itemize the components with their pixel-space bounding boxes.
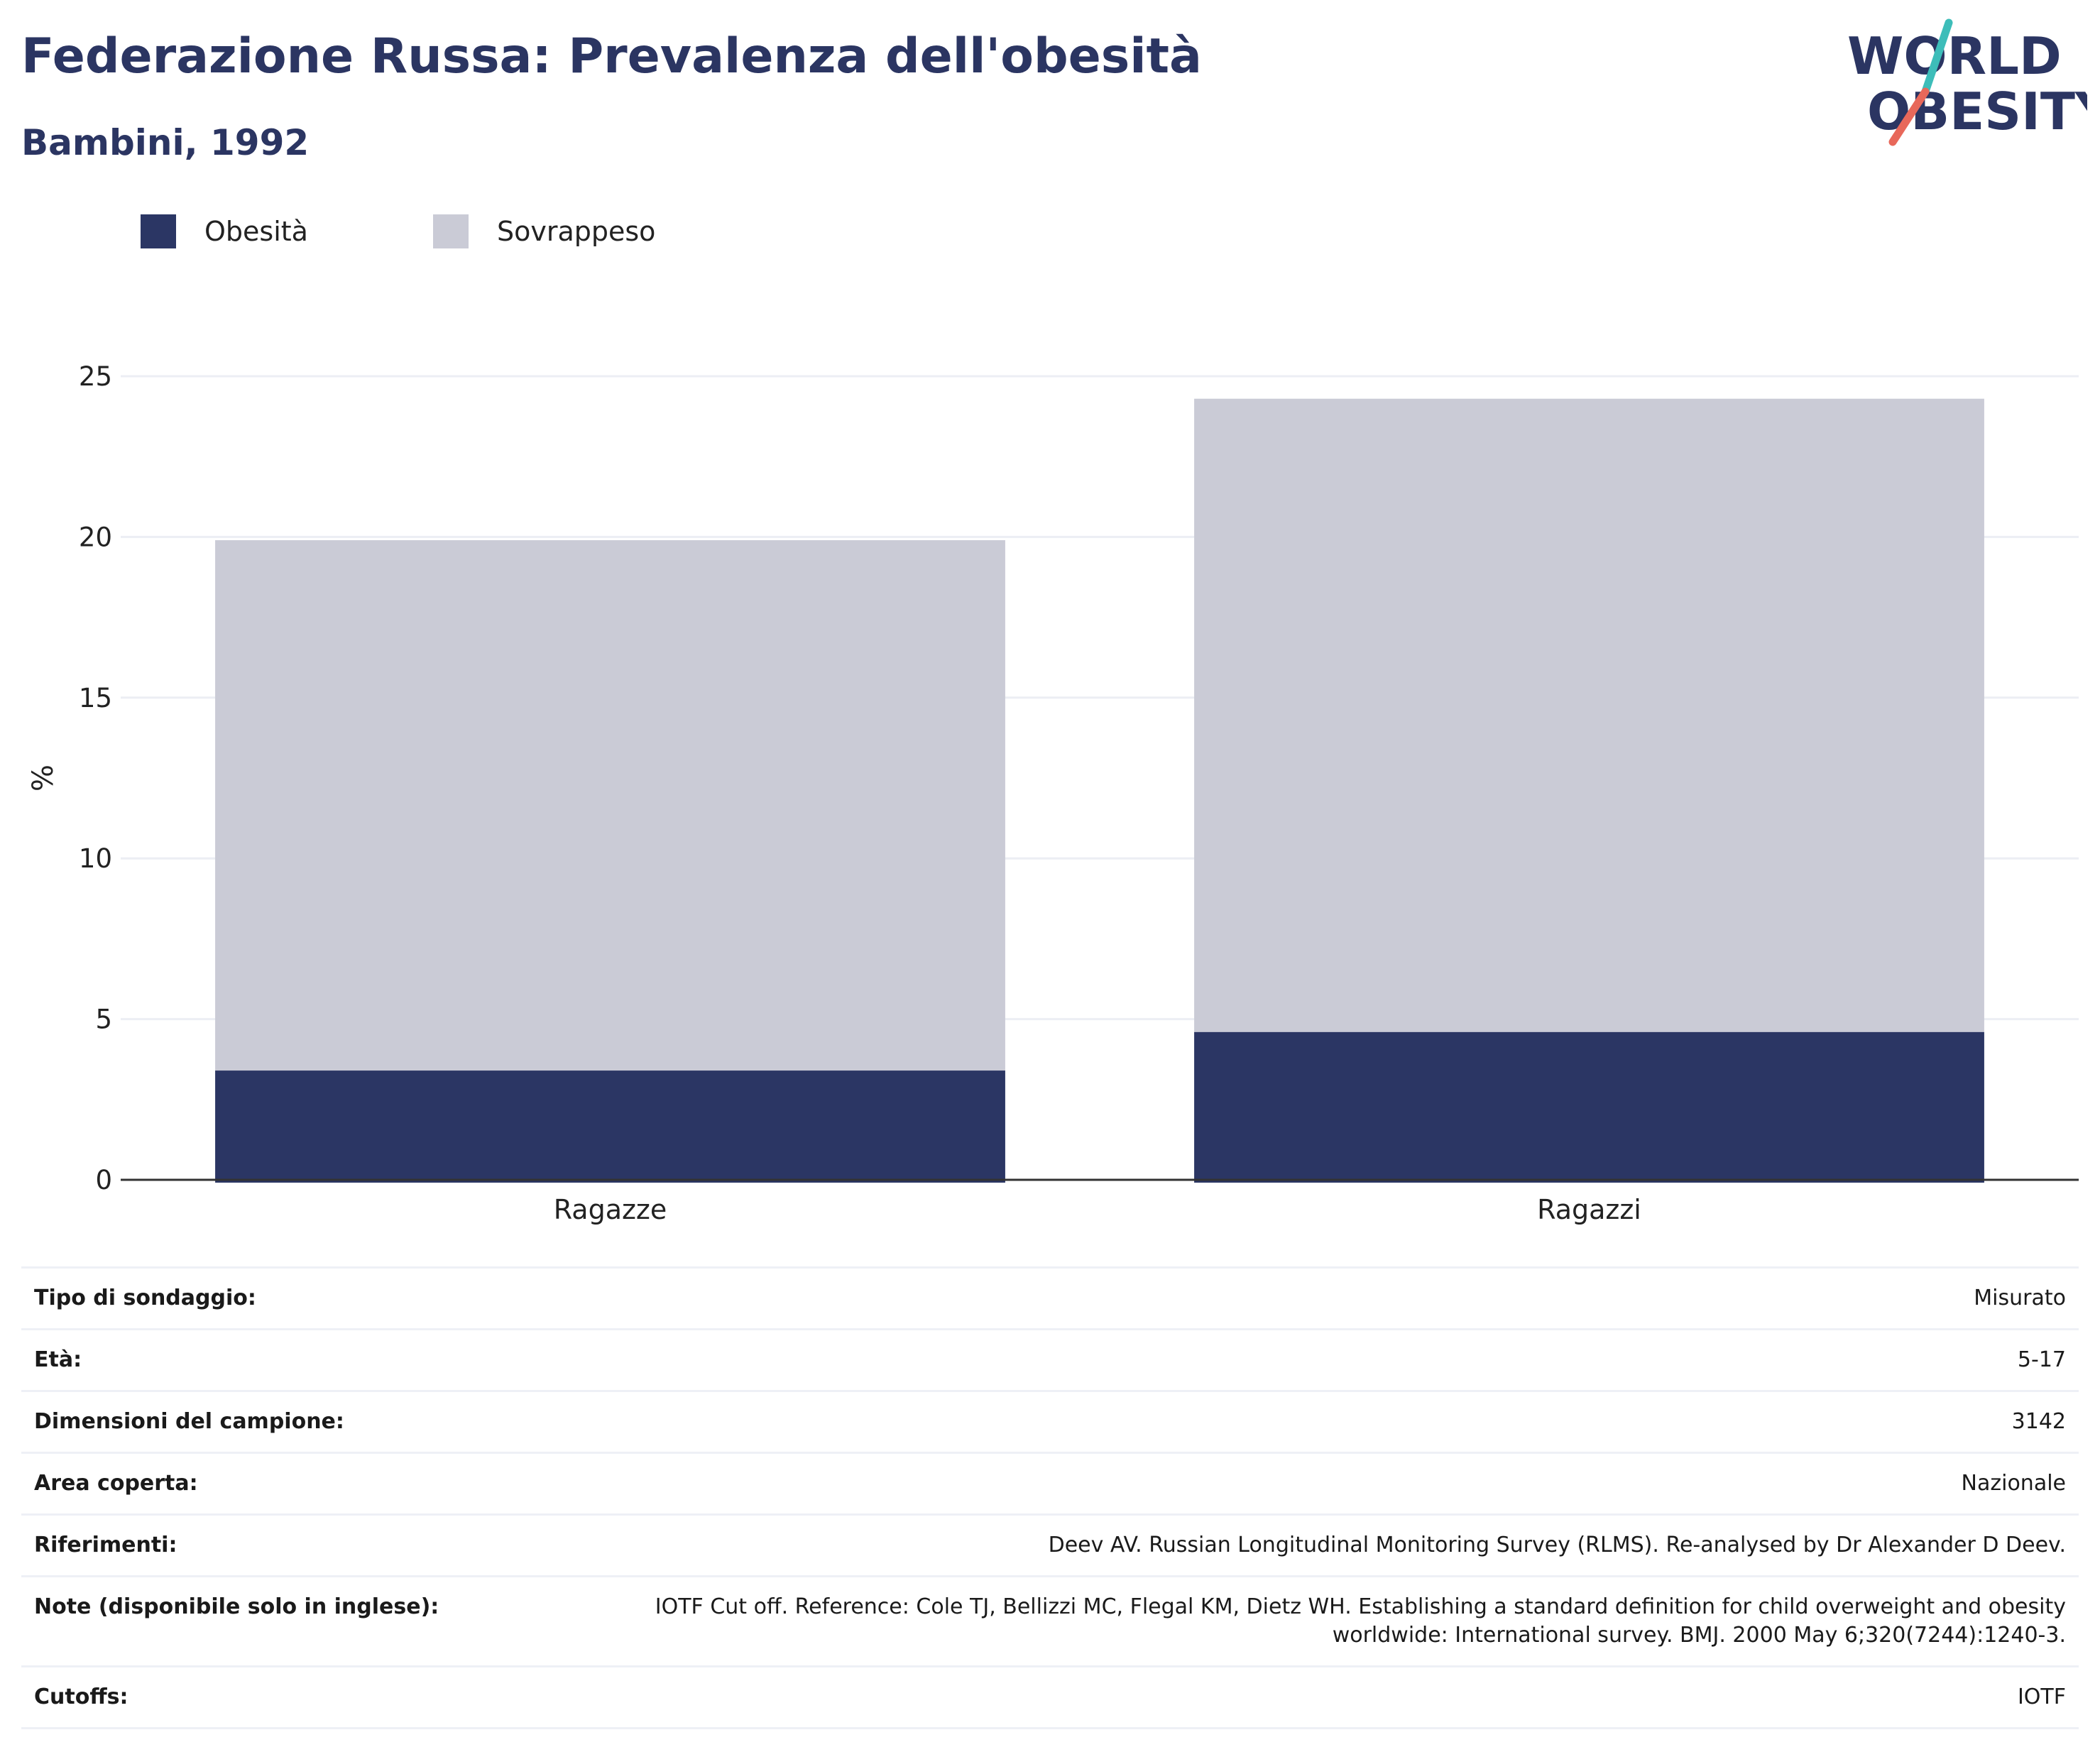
bar-overweight-ragazzi [1194, 398, 1984, 1032]
legend-label-overweight: Sovrappeso [497, 216, 656, 247]
survey-info-table: Tipo di sondaggio: Misurato Età: 5-17 Di… [21, 1266, 2079, 1729]
info-value-references: Deev AV. Russian Longitudinal Monitoring… [558, 1513, 2079, 1577]
x-category-label-ragazzi: Ragazzi [1537, 1194, 1641, 1225]
logo-slash-teal [1921, 18, 1953, 96]
logo-slash-coral [1888, 87, 1930, 146]
info-value-notes: IOTF Cut off. Reference: Cole TJ, Belliz… [558, 1575, 2079, 1667]
legend-swatch-obesity [141, 214, 176, 248]
legend-label-obesity: Obesità [204, 216, 308, 247]
info-row-sample-size: Dimensioni del campione: 3142 [21, 1390, 2079, 1453]
y-tick-label-15: 15 [79, 683, 112, 713]
y-tick-label-20: 20 [79, 522, 112, 552]
chart-title: Federazione Russa: Prevalenza dell'obesi… [21, 28, 1202, 84]
info-value-survey-type: Misurato [558, 1266, 2079, 1330]
chart-subtitle: Bambini, 1992 [21, 122, 310, 163]
info-key-age: Età: [21, 1328, 558, 1391]
x-category-label-ragazze: Ragazze [554, 1194, 667, 1225]
y-tick-label-0: 0 [95, 1165, 112, 1195]
info-row-cutoffs: Cutoffs: IOTF [21, 1665, 2079, 1729]
info-key-area-covered: Area coperta: [21, 1452, 558, 1515]
bar-overweight-ragazze [215, 540, 1005, 1071]
info-value-area-covered: Nazionale [558, 1452, 2079, 1515]
bar-obesity-ragazze [215, 1070, 1005, 1183]
info-row-age: Età: 5-17 [21, 1328, 2079, 1391]
y-tick-label-10: 10 [79, 843, 112, 874]
stacked-bar-chart: 0 5 10 15 20 25 Ragazze Ragazzi% [0, 298, 2100, 1249]
info-row-survey-type: Tipo di sondaggio: Misurato [21, 1266, 2079, 1330]
y-axis-title: % [27, 765, 60, 792]
info-key-survey-type: Tipo di sondaggio: [21, 1266, 558, 1330]
legend-swatch-overweight [433, 214, 469, 248]
info-value-cutoffs: IOTF [558, 1665, 2079, 1729]
world-obesity-logo: WORLD OBESITY [1847, 18, 2087, 146]
info-value-age: 5-17 [558, 1328, 2079, 1391]
logo-text-world: WORLD [1847, 26, 2062, 86]
info-value-sample-size: 3142 [558, 1390, 2079, 1453]
info-key-notes: Note (disponibile solo in inglese): [21, 1575, 558, 1667]
chart-svg: 0 5 10 15 20 25 Ragazze Ragazzi% [27, 361, 2079, 1225]
info-row-references: Riferimenti: Deev AV. Russian Longitudin… [21, 1513, 2079, 1577]
info-row-area-covered: Area coperta: Nazionale [21, 1452, 2079, 1515]
info-key-references: Riferimenti: [21, 1513, 558, 1577]
info-key-cutoffs: Cutoffs: [21, 1665, 558, 1729]
bar-obesity-ragazzi [1194, 1031, 1984, 1183]
info-row-notes: Note (disponibile solo in inglese): IOTF… [21, 1575, 2079, 1667]
y-tick-label-5: 5 [95, 1004, 112, 1035]
info-key-sample-size: Dimensioni del campione: [21, 1390, 558, 1453]
y-tick-label-25: 25 [79, 361, 112, 392]
